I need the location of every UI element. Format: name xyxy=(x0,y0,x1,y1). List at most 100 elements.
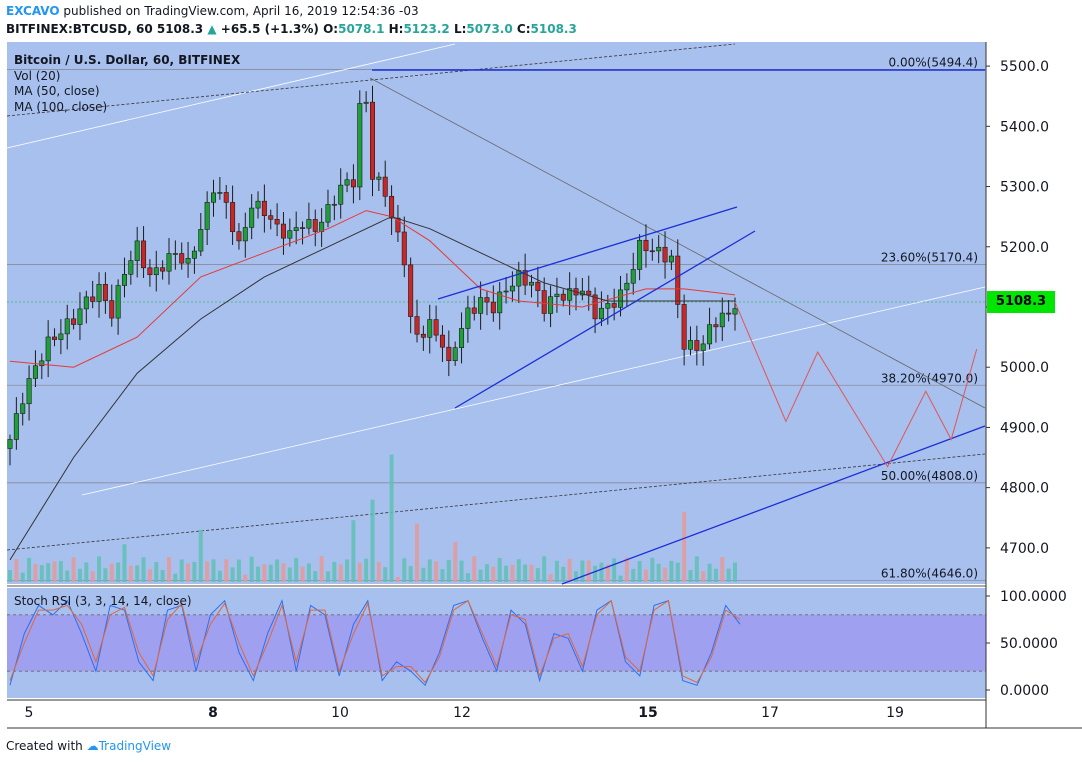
volume-bar-88 xyxy=(567,558,572,582)
tradingview-brand[interactable]: TradingView xyxy=(98,739,172,753)
legend-vol[interactable]: Vol (20) xyxy=(14,68,61,83)
stoch-tick-label-1: 50.0000 xyxy=(1000,636,1058,652)
volume-bar-99 xyxy=(637,560,642,582)
x-tick-label-1: 8 xyxy=(208,705,218,721)
volume-bar-100 xyxy=(643,569,648,582)
volume-bar-87 xyxy=(561,566,566,582)
candle-body-37 xyxy=(242,227,248,242)
volume-bar-5 xyxy=(39,565,44,582)
volume-bar-113 xyxy=(726,568,731,582)
candle-body-67 xyxy=(433,319,439,336)
candle-body-8 xyxy=(58,333,64,340)
volume-bar-1 xyxy=(14,559,19,582)
volume-bar-81 xyxy=(523,564,528,582)
wedge-lower-line xyxy=(454,230,756,409)
high-label: H: xyxy=(388,22,404,36)
published-text: published on TradingView.com, April 16, … xyxy=(63,4,419,18)
candle-body-87 xyxy=(560,293,566,301)
x-tick-label-5: 17 xyxy=(761,705,779,721)
open-value: 5078.1 xyxy=(338,22,385,36)
candle-body-83 xyxy=(535,281,541,291)
volume-bar-90 xyxy=(580,560,585,582)
volume-bar-58 xyxy=(376,562,381,582)
upper-dotted-line xyxy=(6,43,736,117)
candle-body-10 xyxy=(71,318,77,325)
candle-body-55 xyxy=(357,103,363,188)
low-label: L: xyxy=(453,22,467,36)
candle-body-73 xyxy=(471,307,477,314)
volume-bar-84 xyxy=(542,556,547,582)
candle-body-43 xyxy=(280,223,286,239)
up-arrow-icon: ▲ xyxy=(207,22,217,36)
volume-bar-15 xyxy=(103,568,108,582)
volume-bar-109 xyxy=(701,571,706,582)
candle-body-32 xyxy=(211,192,217,203)
volume-bar-105 xyxy=(675,562,680,582)
y-tick-label-1: 5400.0 xyxy=(1000,119,1049,135)
candle-body-96 xyxy=(618,289,624,308)
volume-bar-3 xyxy=(27,557,32,582)
legend-ma100[interactable]: MA (100, close) xyxy=(14,99,108,114)
volume-bar-50 xyxy=(325,571,330,582)
volume-bar-104 xyxy=(669,560,674,582)
candle-body-53 xyxy=(344,179,350,186)
close-label: C: xyxy=(516,22,531,36)
volume-bar-18 xyxy=(122,544,127,582)
volume-bar-47 xyxy=(306,563,311,582)
candle-body-44 xyxy=(287,230,293,239)
axes: 5500.05400.05300.05200.05100.05000.04900… xyxy=(7,42,1082,729)
stoch-rsi-label[interactable]: Stoch RSI (3, 3, 14, 14, close) xyxy=(14,594,192,608)
volume-bar-101 xyxy=(650,557,655,582)
candle-body-52 xyxy=(338,184,344,205)
volume-bar-6 xyxy=(46,563,51,582)
volume-bar-96 xyxy=(618,575,623,582)
volume-bar-65 xyxy=(421,567,426,582)
volume-bar-72 xyxy=(465,573,470,582)
x-tick-label-0: 5 xyxy=(25,705,34,721)
candle-body-105 xyxy=(675,255,681,305)
candle-body-114 xyxy=(732,308,738,315)
y-tick-label-7: 4800.0 xyxy=(1000,481,1049,497)
volume-bar-94 xyxy=(605,564,610,582)
candle-body-11 xyxy=(77,308,83,325)
candle-body-72 xyxy=(465,307,471,329)
last-price-tag: 5108.3 xyxy=(987,291,1055,313)
candle-body-4 xyxy=(32,365,38,379)
volume-bar-28 xyxy=(186,563,191,582)
candle-body-28 xyxy=(185,258,191,264)
volume-bar-33 xyxy=(217,570,222,582)
candle-body-64 xyxy=(414,316,420,335)
wedge-upper-line xyxy=(437,206,738,300)
candle-body-59 xyxy=(382,176,388,197)
stoch-rsi-pane xyxy=(7,599,986,687)
volume-bar-14 xyxy=(97,556,102,582)
volume-bar-95 xyxy=(612,558,617,582)
candle-body-42 xyxy=(274,219,280,225)
volume-bar-75 xyxy=(484,564,489,582)
lower-dotted-line xyxy=(6,453,986,551)
candle-body-107 xyxy=(687,340,693,350)
fib-label-3: 50.00%(4808.0) xyxy=(881,469,978,483)
volume-bar-86 xyxy=(554,560,559,582)
volume-bar-73 xyxy=(472,556,477,582)
legend-ma50[interactable]: MA (50, close) xyxy=(14,84,100,98)
candle-body-17 xyxy=(115,285,121,319)
volume-bar-106 xyxy=(682,511,687,582)
volume-bar-31 xyxy=(205,561,210,582)
volume-bar-2 xyxy=(20,572,25,582)
volume-bar-29 xyxy=(192,561,197,582)
author-name[interactable]: EXCAVO xyxy=(6,4,60,18)
chart-legend: Bitcoin / U.S. Dollar, 60, BITFINEX Vol … xyxy=(14,53,240,115)
candle-body-104 xyxy=(668,255,674,263)
volume-bar-92 xyxy=(593,565,598,582)
moving-averages xyxy=(9,210,736,561)
volume-bar-48 xyxy=(313,571,318,582)
lower-white-channel xyxy=(81,286,986,496)
volume-bar-102 xyxy=(656,563,661,582)
candle-body-48 xyxy=(312,219,318,232)
volume-bar-69 xyxy=(446,559,451,582)
candle-body-69 xyxy=(446,346,452,362)
candle-body-15 xyxy=(102,284,108,301)
candle-body-92 xyxy=(592,294,598,320)
candle-body-66 xyxy=(427,319,433,338)
